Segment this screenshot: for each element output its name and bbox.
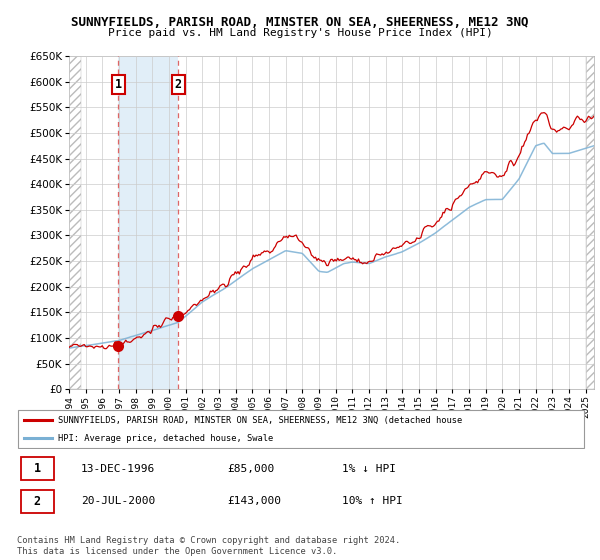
Text: 1: 1 bbox=[34, 462, 41, 475]
Text: £143,000: £143,000 bbox=[227, 496, 281, 506]
Text: SUNNYFIELDS, PARISH ROAD, MINSTER ON SEA, SHEERNESS, ME12 3NQ (detached house: SUNNYFIELDS, PARISH ROAD, MINSTER ON SEA… bbox=[58, 417, 462, 426]
Text: HPI: Average price, detached house, Swale: HPI: Average price, detached house, Swal… bbox=[58, 434, 273, 443]
FancyBboxPatch shape bbox=[18, 409, 584, 449]
Bar bbox=[69, 56, 80, 389]
Text: £85,000: £85,000 bbox=[227, 464, 274, 474]
Text: 1% ↓ HPI: 1% ↓ HPI bbox=[341, 464, 395, 474]
Text: 2: 2 bbox=[34, 495, 41, 508]
Bar bbox=[586, 56, 600, 389]
Text: 20-JUL-2000: 20-JUL-2000 bbox=[81, 496, 155, 506]
Text: 2: 2 bbox=[175, 78, 182, 91]
FancyBboxPatch shape bbox=[21, 457, 54, 480]
Text: 1: 1 bbox=[115, 78, 122, 91]
Text: Contains HM Land Registry data © Crown copyright and database right 2024.
This d: Contains HM Land Registry data © Crown c… bbox=[17, 536, 400, 556]
Bar bbox=[118, 56, 178, 389]
Text: SUNNYFIELDS, PARISH ROAD, MINSTER ON SEA, SHEERNESS, ME12 3NQ: SUNNYFIELDS, PARISH ROAD, MINSTER ON SEA… bbox=[71, 16, 529, 29]
Text: 10% ↑ HPI: 10% ↑ HPI bbox=[341, 496, 403, 506]
Text: Price paid vs. HM Land Registry's House Price Index (HPI): Price paid vs. HM Land Registry's House … bbox=[107, 28, 493, 38]
FancyBboxPatch shape bbox=[21, 490, 54, 513]
Text: 13-DEC-1996: 13-DEC-1996 bbox=[81, 464, 155, 474]
